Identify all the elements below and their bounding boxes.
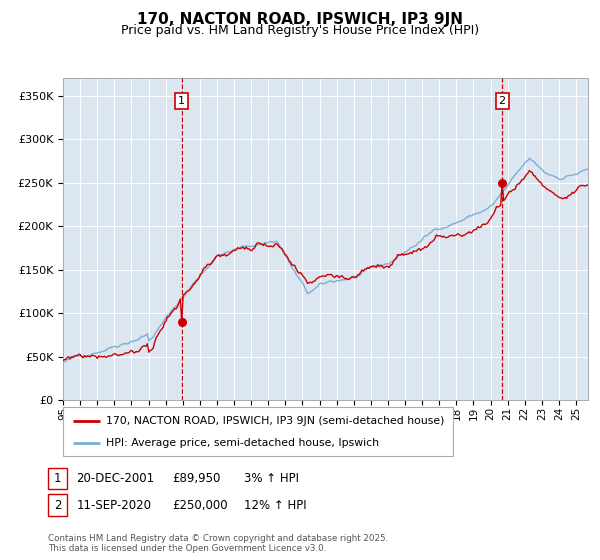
Text: 170, NACTON ROAD, IPSWICH, IP3 9JN: 170, NACTON ROAD, IPSWICH, IP3 9JN: [137, 12, 463, 27]
FancyBboxPatch shape: [48, 468, 67, 489]
Text: 2: 2: [499, 96, 506, 106]
Text: 170, NACTON ROAD, IPSWICH, IP3 9JN (semi-detached house): 170, NACTON ROAD, IPSWICH, IP3 9JN (semi…: [106, 416, 444, 426]
Text: £89,950: £89,950: [172, 472, 221, 486]
Text: 1: 1: [178, 96, 185, 106]
Text: 11-SEP-2020: 11-SEP-2020: [76, 498, 151, 512]
Text: £250,000: £250,000: [172, 498, 228, 512]
FancyBboxPatch shape: [63, 407, 453, 456]
Text: 12% ↑ HPI: 12% ↑ HPI: [244, 498, 307, 512]
Text: 2: 2: [54, 498, 61, 512]
Text: HPI: Average price, semi-detached house, Ipswich: HPI: Average price, semi-detached house,…: [106, 437, 379, 447]
Text: Price paid vs. HM Land Registry's House Price Index (HPI): Price paid vs. HM Land Registry's House …: [121, 24, 479, 37]
Text: Contains HM Land Registry data © Crown copyright and database right 2025.
This d: Contains HM Land Registry data © Crown c…: [48, 534, 388, 553]
Text: 1: 1: [54, 472, 61, 486]
Text: 3% ↑ HPI: 3% ↑ HPI: [244, 472, 299, 486]
FancyBboxPatch shape: [48, 494, 67, 516]
Text: 20-DEC-2001: 20-DEC-2001: [76, 472, 154, 486]
